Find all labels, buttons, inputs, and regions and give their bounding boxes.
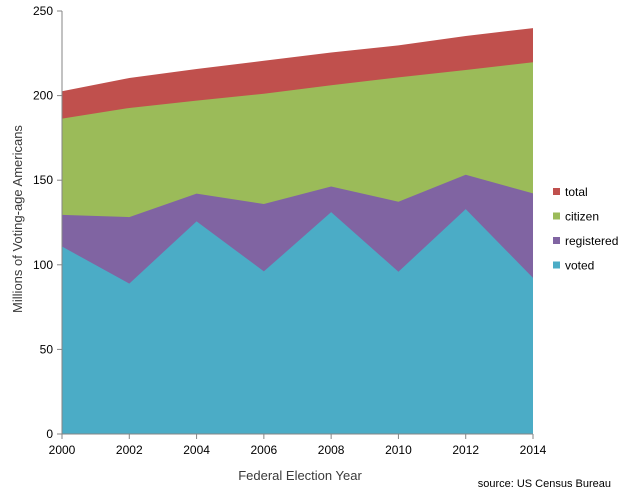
- source-note: source: US Census Bureau: [478, 478, 611, 490]
- y-tick-label: 250: [33, 4, 53, 18]
- legend-swatch-citizen: [553, 212, 560, 220]
- legend: total citizen registered voted: [553, 185, 618, 273]
- x-axis-ticks: 2000 2002 2004 2006 2008 2010 2012 2014: [49, 434, 547, 457]
- legend-swatch-registered: [553, 237, 560, 244]
- y-axis-title: Millions of Voting-age Americans: [10, 125, 25, 313]
- y-tick-label: 100: [33, 258, 53, 272]
- legend-swatch-voted: [553, 261, 560, 269]
- x-tick-label: 2014: [520, 443, 547, 457]
- x-tick-label: 2000: [49, 443, 76, 457]
- x-tick-label: 2006: [251, 443, 278, 457]
- y-axis-ticks: 0 50 100 150 200 250: [33, 4, 62, 441]
- area-voted: [62, 209, 533, 434]
- legend-label-voted: voted: [565, 259, 594, 273]
- legend-label-citizen: citizen: [565, 210, 599, 224]
- x-tick-label: 2004: [183, 443, 210, 457]
- y-tick-label: 0: [46, 427, 53, 441]
- x-tick-label: 2010: [385, 443, 412, 457]
- x-tick-label: 2002: [116, 443, 143, 457]
- x-tick-label: 2008: [318, 443, 345, 457]
- y-tick-label: 200: [33, 89, 53, 103]
- y-tick-label: 150: [33, 173, 53, 187]
- y-tick-label: 50: [40, 342, 54, 356]
- chart-areas: [62, 28, 533, 435]
- legend-label-total: total: [565, 185, 588, 199]
- x-tick-label: 2012: [452, 443, 479, 457]
- x-axis-title: Federal Election Year: [238, 468, 362, 483]
- legend-swatch-total: [553, 188, 560, 195]
- legend-label-registered: registered: [565, 234, 618, 248]
